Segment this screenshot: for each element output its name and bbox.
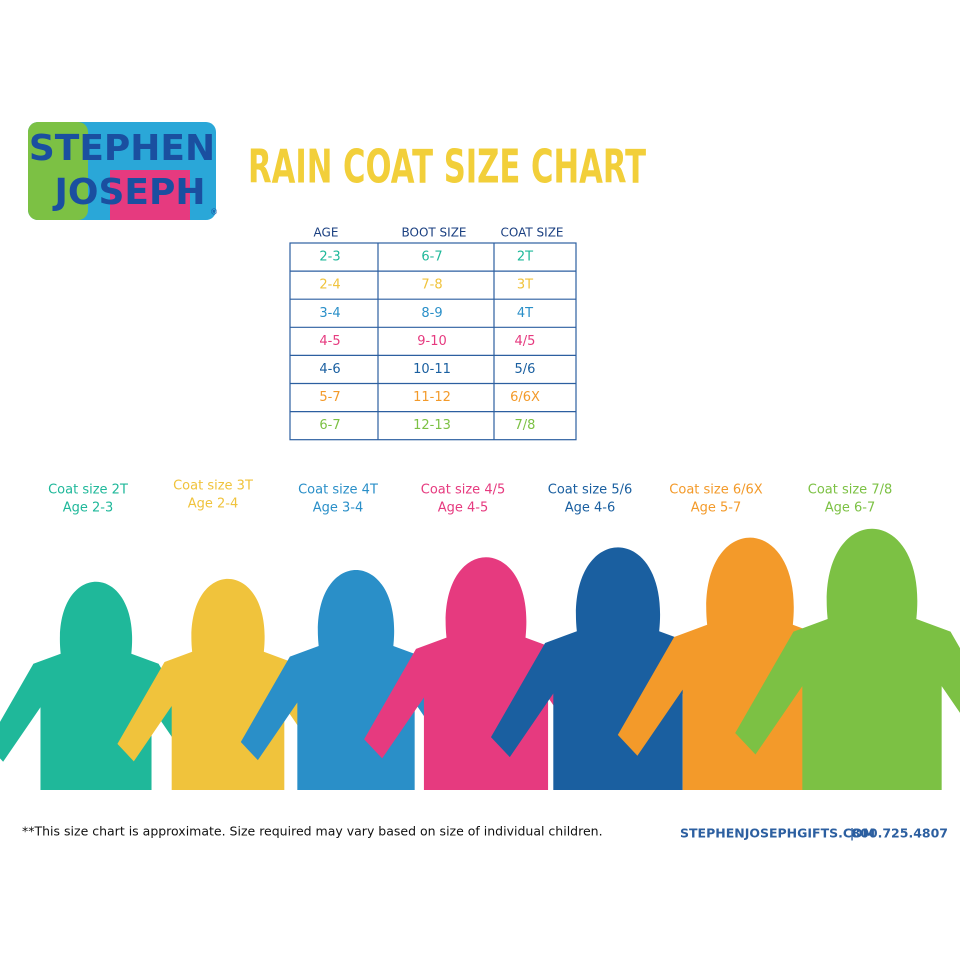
table-border bbox=[289, 242, 577, 441]
coat-size-label: Coat size 6/6X bbox=[669, 483, 762, 498]
coat-shape bbox=[0, 582, 206, 791]
table-cell: 7/8 bbox=[515, 418, 536, 433]
table-header: AGE bbox=[314, 226, 339, 240]
table-cell: 12-13 bbox=[413, 418, 451, 433]
coat-age-label: Age 3-4 bbox=[313, 501, 364, 516]
coat-size-label: Coat size 7/8 bbox=[808, 483, 893, 498]
table-header: BOOT SIZE bbox=[401, 226, 466, 240]
logo-mark: ® bbox=[210, 208, 218, 217]
coat-shape bbox=[735, 528, 960, 790]
table-cell: 5/6 bbox=[515, 362, 536, 377]
logo-green bbox=[28, 122, 88, 220]
website: STEPHENJOSEPHGIFTS.COM bbox=[680, 826, 875, 841]
coat-size-label: Coat size 4T bbox=[298, 483, 378, 498]
coat-age-label: Age 5-7 bbox=[691, 501, 742, 516]
coat-size-label: Coat size 4/5 bbox=[421, 483, 506, 498]
table-cell: 4-6 bbox=[319, 362, 340, 377]
separator: | bbox=[850, 826, 855, 841]
coat-size-label: Coat size 2T bbox=[48, 483, 128, 498]
coat-age-label: Age 6-7 bbox=[825, 501, 876, 516]
coat-shape bbox=[364, 557, 608, 790]
phone: 800.725.4807 bbox=[852, 826, 948, 841]
table-cell: 3T bbox=[517, 278, 533, 293]
table-cell: 11-12 bbox=[413, 390, 451, 405]
table-cell: 7-8 bbox=[421, 278, 442, 293]
coat-size-label: Coat size 3T bbox=[173, 479, 253, 494]
table-cell: 2-3 bbox=[319, 250, 340, 265]
footer-note: **This size chart is approximate. Size r… bbox=[22, 824, 603, 839]
coat-age-label: Age 4-6 bbox=[565, 501, 616, 516]
title: RAIN COAT SIZE CHART bbox=[248, 140, 646, 194]
table-header: COAT SIZE bbox=[501, 226, 564, 240]
table-cell: 6-7 bbox=[421, 250, 442, 265]
coat-shape bbox=[240, 570, 472, 790]
coat-age-label: Age 2-3 bbox=[63, 501, 114, 516]
size-table: AGE BOOT SIZE COAT SIZE 2-3 6-7 2T 2-4 7-8 3T 3-4… bbox=[289, 226, 577, 441]
table-cell: 4/5 bbox=[515, 334, 536, 349]
table-cell: 3-4 bbox=[319, 306, 340, 321]
logo-line1: STEPHEN bbox=[29, 128, 215, 169]
coats: Coat size 2T Age 2-3 Coat size 3T Age 2-4 Co… bbox=[0, 479, 960, 791]
table-cell: 5-7 bbox=[319, 390, 340, 405]
table-cell: 8-9 bbox=[421, 306, 442, 321]
table-cell: 4T bbox=[517, 306, 533, 321]
table-cell: 6-7 bbox=[319, 418, 340, 433]
coat-shape bbox=[490, 547, 746, 790]
table-cell: 2-4 bbox=[319, 278, 340, 293]
table-cell: 4-5 bbox=[319, 334, 340, 349]
coat-age-label: Age 4-5 bbox=[438, 501, 489, 516]
table-cell: 6/6X bbox=[510, 390, 540, 405]
table-cell: 9-10 bbox=[417, 334, 447, 349]
logo-pink bbox=[110, 170, 190, 220]
coat-shape bbox=[117, 578, 339, 790]
table-cell: 10-11 bbox=[413, 362, 451, 377]
coat-size-label: Coat size 5/6 bbox=[548, 483, 633, 498]
logo-line2: JOSEPH bbox=[51, 172, 205, 213]
table-cell: 2T bbox=[517, 250, 533, 265]
coat-age-label: Age 2-4 bbox=[188, 497, 239, 512]
